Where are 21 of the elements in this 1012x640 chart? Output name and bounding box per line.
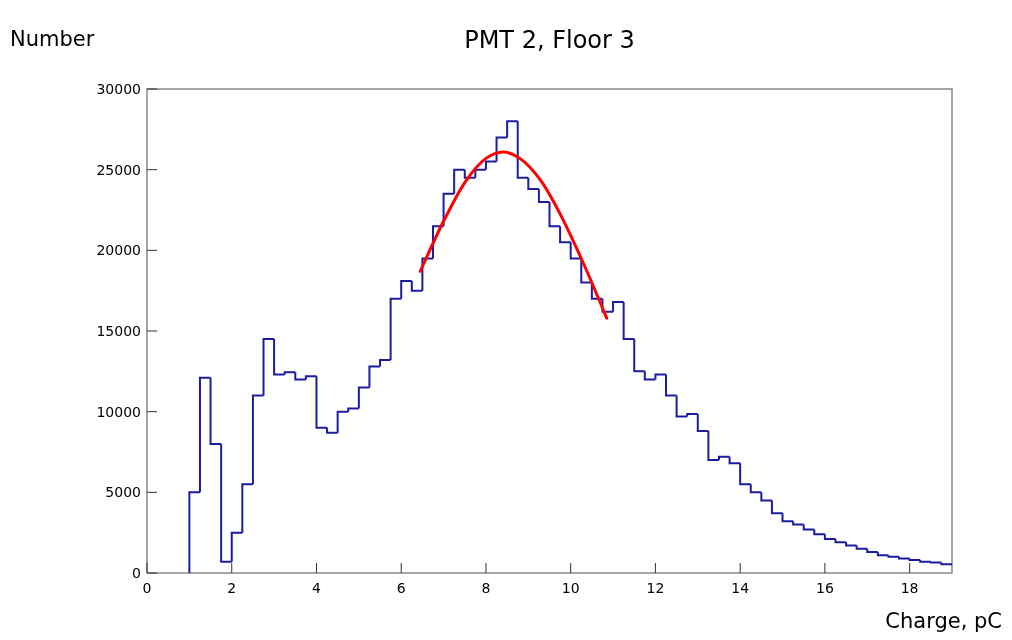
x-tick-label: 18	[900, 580, 919, 596]
y-tick-label: 5000	[105, 484, 141, 501]
y-tick-label: 25000	[96, 161, 141, 178]
y-tick-label: 0	[132, 565, 141, 581]
y-tick-label: 20000	[96, 242, 141, 259]
x-axis-title: Charge, pC	[885, 609, 1002, 633]
x-tick-label: 8	[481, 580, 491, 596]
line-series	[418, 150, 609, 320]
x-tick-label: 16	[815, 580, 834, 596]
x-tick-label: 12	[646, 580, 665, 596]
y-tick-label: 15000	[96, 323, 141, 339]
x-tick-label: 10	[561, 580, 580, 596]
x-tick-label: 6	[396, 580, 406, 596]
x-tick-label: 4	[312, 580, 322, 596]
y-tick-label: 30000	[96, 81, 141, 97]
y-tick-label: 10000	[96, 403, 141, 420]
y-axis-title: Number	[10, 27, 95, 51]
x-tick-label: 0	[142, 580, 152, 596]
x-tick-label: 14	[731, 580, 750, 596]
x-tick-label: 2	[227, 580, 237, 596]
chart-title: PMT 2, Floor 3	[464, 26, 635, 54]
